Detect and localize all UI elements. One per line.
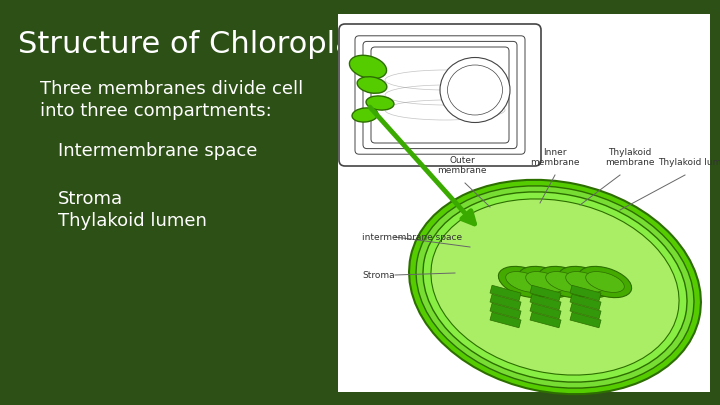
Ellipse shape [505, 272, 544, 292]
Bar [490, 312, 521, 328]
Text: intermembrane space: intermembrane space [362, 232, 462, 241]
Ellipse shape [423, 192, 687, 382]
Ellipse shape [357, 77, 387, 93]
Ellipse shape [416, 186, 694, 388]
Text: Stroma: Stroma [58, 190, 123, 208]
Bar [570, 294, 601, 310]
Ellipse shape [559, 266, 611, 298]
Bar [530, 303, 561, 319]
Ellipse shape [352, 108, 378, 122]
Ellipse shape [448, 65, 503, 115]
Ellipse shape [431, 199, 679, 375]
Ellipse shape [349, 55, 387, 79]
Bar [490, 303, 521, 319]
Ellipse shape [366, 96, 394, 110]
Ellipse shape [518, 266, 572, 298]
Text: Intermembrane space: Intermembrane space [58, 142, 257, 160]
Bar [338, 14, 710, 392]
Bar [530, 285, 561, 301]
Text: Thylakoid lumen: Thylakoid lumen [657, 158, 720, 167]
Text: Three membranes divide cell: Three membranes divide cell [40, 80, 303, 98]
Bar [570, 312, 601, 328]
Text: Thylakoid lumen: Thylakoid lumen [58, 212, 207, 230]
Ellipse shape [566, 272, 604, 292]
FancyArrowPatch shape [370, 107, 474, 224]
Text: Inner
membrane: Inner membrane [530, 147, 580, 167]
Bar [570, 285, 601, 301]
Bar [570, 303, 601, 319]
Bar [530, 312, 561, 328]
Ellipse shape [585, 272, 624, 292]
Ellipse shape [546, 272, 585, 292]
Ellipse shape [440, 58, 510, 122]
Ellipse shape [526, 272, 564, 292]
Bar [530, 294, 561, 310]
FancyBboxPatch shape [339, 24, 541, 166]
Text: Outer
membrane: Outer membrane [437, 156, 487, 175]
Ellipse shape [539, 266, 592, 298]
Text: Structure of Chloroplasts: Structure of Chloroplasts [18, 30, 397, 59]
Bar [490, 294, 521, 310]
Ellipse shape [409, 180, 701, 394]
Bar [490, 285, 521, 301]
Text: Thylakoid
membrane: Thylakoid membrane [606, 147, 654, 167]
Ellipse shape [498, 266, 552, 298]
Text: into three compartments:: into three compartments: [40, 102, 271, 120]
Ellipse shape [578, 266, 631, 298]
Text: Stroma: Stroma [362, 271, 395, 279]
